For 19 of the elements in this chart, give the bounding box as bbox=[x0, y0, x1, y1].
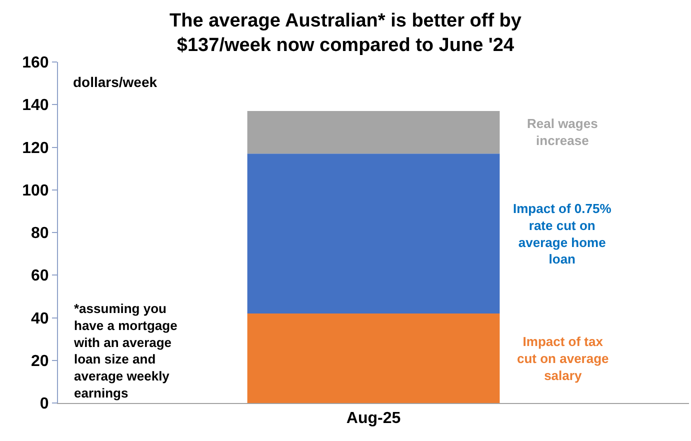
series-label: Impact of tax cut on average salary bbox=[517, 334, 609, 383]
y-tick-label: 100 bbox=[22, 182, 49, 200]
y-tick-label: 0 bbox=[40, 396, 49, 413]
y-tick-label: 20 bbox=[31, 352, 49, 370]
x-tick-label: Aug-25 bbox=[346, 410, 401, 428]
text: Real wages increase bbox=[527, 116, 598, 148]
y-tick-label: 80 bbox=[31, 225, 49, 242]
y-tick-label: 40 bbox=[31, 310, 49, 328]
y-axis-title: dollars/week bbox=[73, 74, 158, 90]
y-tick-label: 60 bbox=[31, 268, 49, 285]
y-tick-label: 140 bbox=[22, 97, 49, 114]
y-tick-label: 160 bbox=[22, 54, 49, 72]
series-label: Impact of 0.75% rate cut on average home loan bbox=[513, 201, 612, 267]
bar bbox=[247, 313, 500, 403]
annotation: *assuming you have a mortgage with an average loan size and average weekly earnings bbox=[73, 301, 178, 400]
bar bbox=[247, 111, 500, 154]
bar bbox=[247, 154, 500, 314]
chart-title: The average Australian* is better off by $137/week now compared to June '24 bbox=[170, 10, 522, 56]
y-tick-label: 120 bbox=[22, 140, 49, 157]
